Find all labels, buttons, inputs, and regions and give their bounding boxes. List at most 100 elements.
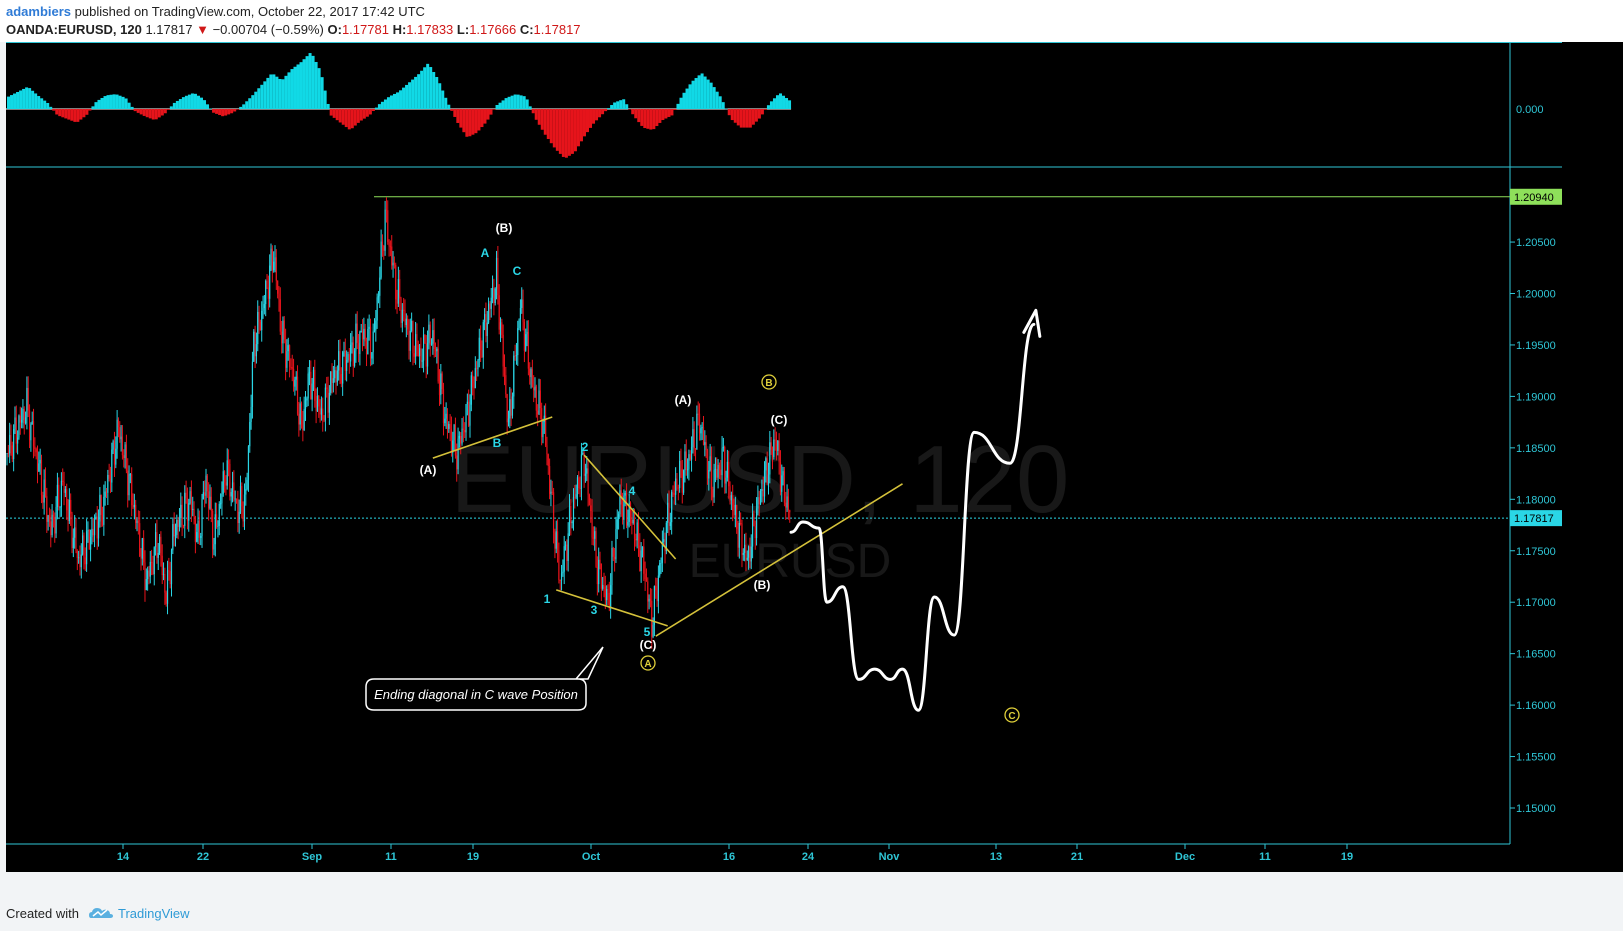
candle-body bbox=[538, 390, 540, 415]
candle-body bbox=[30, 424, 32, 441]
projection-path[interactable] bbox=[789, 308, 1042, 712]
oscillator-bar bbox=[218, 109, 222, 116]
candle-body bbox=[19, 415, 21, 423]
candle-body bbox=[611, 548, 613, 586]
oscillator-bar bbox=[579, 109, 583, 142]
oscillator-bar bbox=[721, 102, 725, 109]
candle-body bbox=[234, 498, 236, 500]
wave-label: (C) bbox=[771, 413, 788, 427]
author-link[interactable]: adambiers bbox=[6, 4, 72, 19]
candle-body bbox=[267, 287, 269, 299]
candle-body bbox=[683, 470, 685, 493]
candle-body bbox=[452, 440, 454, 453]
candle-body bbox=[238, 511, 240, 524]
time-tick-label: 19 bbox=[1341, 851, 1353, 863]
time-axis[interactable]: 14 22 Sep 11 19 Oct 16 24 Nov 13 21 Dec 11 19 bbox=[117, 844, 1353, 863]
candle-body bbox=[608, 592, 610, 609]
candle-body bbox=[96, 516, 98, 539]
oscillator-bar bbox=[658, 109, 662, 123]
candle-body bbox=[70, 499, 72, 514]
price-level-label: 1.17817 bbox=[1514, 513, 1554, 525]
oscillator-bar bbox=[703, 76, 707, 109]
tradingview-link[interactable]: TradingView bbox=[118, 906, 190, 921]
candle-body bbox=[388, 241, 390, 247]
oscillator-bar bbox=[106, 95, 110, 109]
candle-body bbox=[318, 395, 320, 407]
candle-body bbox=[530, 369, 532, 377]
created-with-label: Created with bbox=[6, 906, 79, 921]
oscillator-bar bbox=[187, 94, 191, 109]
oscillator-bar bbox=[625, 104, 629, 109]
candle-body bbox=[74, 527, 76, 538]
candle-body bbox=[446, 413, 449, 429]
candle-body bbox=[453, 424, 455, 441]
oscillator-bar bbox=[507, 96, 511, 109]
candle-body bbox=[744, 544, 746, 553]
oscillator-bar bbox=[251, 95, 255, 109]
candle-body bbox=[767, 474, 770, 484]
candle-body bbox=[665, 522, 667, 552]
chart-area[interactable]: EURUSD, 120 EURUSD 1.150001.155001.16000… bbox=[0, 42, 1623, 897]
candle-body bbox=[493, 287, 495, 304]
candle-body bbox=[377, 295, 380, 298]
oscillator-bar bbox=[766, 105, 770, 109]
callout[interactable]: Ending diagonal in C wave Position bbox=[365, 646, 604, 711]
oscillator-bar bbox=[613, 102, 617, 109]
oscillator-bar bbox=[525, 99, 529, 109]
candle-body bbox=[48, 515, 51, 522]
oscillator-bar bbox=[121, 96, 125, 109]
candle-body bbox=[738, 522, 740, 548]
candle-body bbox=[529, 368, 531, 377]
candle-body bbox=[22, 408, 24, 420]
candle-body bbox=[778, 440, 780, 463]
candle-body bbox=[212, 510, 214, 550]
oscillator-bar bbox=[396, 92, 400, 109]
candle-body bbox=[184, 492, 186, 526]
candle-body bbox=[72, 537, 74, 549]
oscillator-bar bbox=[667, 109, 671, 117]
price-axis[interactable]: 1.15000 1.15500 1.16000 1.16500 1.17000 1.175… bbox=[1510, 104, 1556, 815]
candle-body bbox=[570, 505, 572, 524]
candle-body bbox=[789, 510, 791, 513]
oscillator-bar bbox=[242, 104, 246, 109]
candle-body bbox=[368, 326, 370, 330]
candle-body bbox=[15, 417, 17, 444]
oscillator-bar bbox=[206, 104, 210, 109]
oscillator-bar bbox=[634, 109, 638, 119]
candle-body bbox=[639, 545, 641, 572]
candle-body bbox=[316, 395, 319, 412]
candle-body bbox=[101, 514, 104, 525]
oscillator-bar bbox=[468, 109, 472, 137]
candle-body bbox=[725, 477, 727, 484]
candle-body bbox=[225, 482, 227, 486]
price-tick-label: 1.15000 bbox=[1516, 803, 1556, 815]
candle-body bbox=[194, 516, 196, 542]
oscillator-bar bbox=[163, 109, 167, 114]
trendlines[interactable] bbox=[432, 416, 903, 637]
candle-body bbox=[214, 514, 216, 545]
candle-body bbox=[91, 528, 93, 537]
candle-body bbox=[83, 535, 85, 558]
candle-body bbox=[510, 399, 512, 416]
oscillator-bar bbox=[778, 93, 782, 109]
candle-body bbox=[46, 496, 48, 522]
oscillator-bar bbox=[344, 109, 348, 128]
oscillator-bar bbox=[13, 93, 17, 109]
candle-body bbox=[223, 471, 226, 483]
time-tick-label: Dec bbox=[1175, 851, 1195, 863]
candle-body bbox=[188, 503, 190, 521]
price-tick-label: 1.16000 bbox=[1516, 700, 1556, 712]
oscillator-bar bbox=[82, 109, 86, 118]
candle-body bbox=[693, 429, 695, 449]
candle-body bbox=[50, 521, 52, 536]
candle-body bbox=[579, 488, 581, 490]
candle-body bbox=[755, 508, 758, 539]
candle-body bbox=[310, 371, 312, 400]
oscillator-pane bbox=[6, 53, 792, 158]
candle-body bbox=[92, 528, 94, 536]
oscillator-bar bbox=[55, 109, 59, 115]
candle-body bbox=[346, 360, 348, 371]
oscillator-bar bbox=[498, 102, 502, 109]
oscillator-bar bbox=[709, 82, 713, 109]
oscillator-bar bbox=[49, 106, 53, 109]
